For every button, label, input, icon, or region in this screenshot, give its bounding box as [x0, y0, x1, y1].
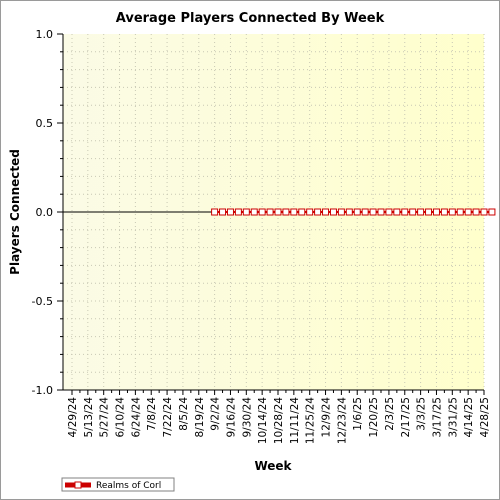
grid-lines — [63, 34, 485, 390]
y-axis-label: Players Connected — [8, 149, 22, 275]
chart-title: Average Players Connected By Week — [116, 11, 385, 26]
x-tick-label: 9/16/24 — [225, 397, 237, 438]
data-point — [290, 208, 298, 216]
data-point — [488, 208, 496, 216]
y-tick-label: -1.0 — [32, 384, 53, 397]
data-point — [377, 208, 385, 216]
data-point — [322, 208, 330, 216]
x-tick-label: 1/20/25 — [368, 397, 380, 437]
legend: Realms of Corl — [61, 477, 175, 492]
data-point — [314, 208, 322, 216]
data-point — [448, 208, 456, 216]
data-point — [456, 208, 464, 216]
x-tick-label: 9/30/24 — [241, 397, 253, 438]
data-point — [409, 208, 417, 216]
data-point — [329, 208, 337, 216]
x-tick-label: 3/3/25 — [416, 397, 428, 431]
y-tick-label: 0.0 — [36, 206, 54, 219]
data-point — [250, 208, 258, 216]
data-point — [234, 208, 242, 216]
x-tick-label: 10/14/24 — [257, 397, 269, 444]
data-point — [211, 208, 219, 216]
x-tick-label: 1/6/25 — [352, 397, 364, 431]
x-tick-label: 3/31/25 — [447, 397, 459, 437]
x-tick-label: 9/2/24 — [210, 397, 222, 431]
data-point — [385, 208, 393, 216]
x-tick-label: 11/11/24 — [289, 397, 301, 444]
data-point — [361, 208, 369, 216]
data-point — [226, 208, 234, 216]
data-point — [266, 208, 274, 216]
x-tick-label: 2/17/25 — [400, 397, 412, 437]
x-tick-label: 8/5/24 — [178, 397, 190, 431]
data-point — [306, 208, 314, 216]
data-point — [274, 208, 282, 216]
x-tick-label: 12/9/24 — [321, 397, 333, 438]
x-tick-label: 4/29/24 — [67, 397, 79, 438]
data-point — [425, 208, 433, 216]
x-tick-label: 6/24/24 — [130, 397, 142, 438]
data-point — [464, 208, 472, 216]
data-point — [472, 208, 480, 216]
data-point — [440, 208, 448, 216]
x-tick-label: 11/25/24 — [305, 397, 317, 444]
x-tick-label: 4/14/25 — [463, 397, 475, 437]
legend-swatch-marker — [74, 481, 82, 489]
x-tick-label: 4/28/25 — [479, 397, 491, 437]
y-tick-label: -0.5 — [32, 295, 53, 308]
data-point — [393, 208, 401, 216]
data-point — [298, 208, 306, 216]
x-tick-label: 3/17/25 — [431, 397, 443, 437]
data-point — [401, 208, 409, 216]
data-point — [219, 208, 227, 216]
y-tick-label: 1.0 — [36, 28, 54, 41]
data-point — [242, 208, 250, 216]
series-realms-of-corl — [211, 208, 496, 216]
data-point — [432, 208, 440, 216]
data-point — [282, 208, 290, 216]
x-tick-label: 7/22/24 — [162, 397, 174, 438]
y-axis-tick-labels: 1.0 0.5 0.0 -0.5 -1.0 — [32, 28, 53, 397]
x-tick-label: 7/8/24 — [146, 397, 158, 431]
data-point — [258, 208, 266, 216]
x-tick-label: 8/19/24 — [194, 397, 206, 438]
y-tick-label: 0.5 — [36, 117, 54, 130]
x-tick-label: 10/28/24 — [273, 397, 285, 444]
x-tick-label: 2/3/25 — [384, 397, 396, 431]
legend-label-realms-of-corl: Realms of Corl — [96, 481, 161, 491]
data-point — [417, 208, 425, 216]
x-tick-label: 6/10/24 — [115, 397, 127, 438]
x-axis-tick-labels: 4/29/24 5/13/24 5/27/24 6/10/24 6/24/24 7/8/2… — [67, 397, 491, 444]
data-point — [345, 208, 353, 216]
data-point — [353, 208, 361, 216]
data-point — [369, 208, 377, 216]
data-point — [480, 208, 488, 216]
data-point — [337, 208, 345, 216]
x-tick-label: 5/13/24 — [83, 397, 95, 438]
axes — [57, 33, 485, 395]
x-tick-label: 5/27/24 — [99, 397, 111, 438]
x-tick-label: 12/23/24 — [336, 397, 348, 444]
legend-box — [61, 477, 175, 492]
x-axis-label: Week — [254, 459, 292, 473]
